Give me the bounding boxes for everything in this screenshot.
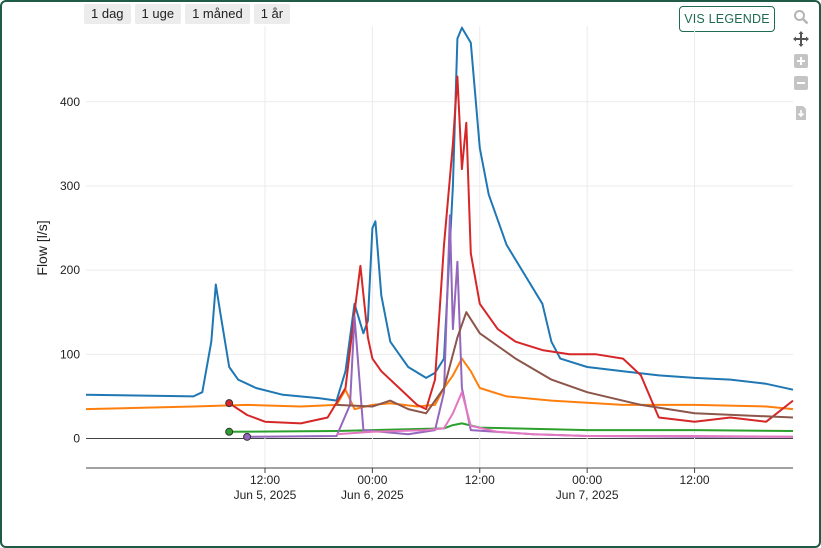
x-tick-label: 12:00	[465, 473, 495, 487]
x-tick-label: 12:00	[680, 473, 710, 487]
series-start-marker	[225, 427, 234, 436]
gridlines	[86, 26, 793, 468]
y-tick-label: 0	[73, 432, 80, 446]
y-tick-label: 100	[60, 347, 80, 361]
y-axis-label: Flow [l/s]	[34, 220, 50, 275]
series-line-5[interactable]	[247, 214, 793, 438]
series-line-3[interactable]	[229, 422, 794, 433]
series-line-2[interactable]	[85, 357, 794, 411]
x-tick-label: 00:00	[572, 473, 602, 487]
show-legend-button[interactable]: VIS LEGENDE	[679, 6, 775, 32]
series-start-marker	[225, 399, 234, 408]
series-line-4[interactable]	[228, 75, 794, 425]
series-start-marker	[243, 432, 252, 441]
y-tick-label: 400	[60, 95, 80, 109]
zoom-in-icon[interactable]	[792, 52, 810, 70]
zoom-out-icon[interactable]	[792, 74, 810, 92]
y-tick-label: 200	[60, 263, 80, 277]
series-group	[85, 26, 794, 441]
series-line-7[interactable]	[336, 391, 794, 438]
x-tick-date-label: Jun 6, 2025	[341, 488, 404, 502]
range-1-week-button[interactable]: 1 uge	[134, 4, 182, 24]
series-line-1[interactable]	[85, 26, 794, 402]
download-icon[interactable]	[792, 104, 810, 122]
x-tick-label: 00:00	[357, 473, 387, 487]
y-tick-label: 300	[60, 179, 80, 193]
pan-icon[interactable]	[792, 30, 810, 48]
series-line-6[interactable]	[336, 311, 794, 419]
zoom-icon[interactable]	[792, 8, 810, 26]
range-1-day-button[interactable]: 1 dag	[84, 4, 131, 24]
x-tick-date-label: Jun 7, 2025	[556, 488, 619, 502]
range-1-year-button[interactable]: 1 år	[253, 4, 291, 24]
range-1-month-button[interactable]: 1 måned	[185, 4, 250, 24]
range-selector: 1 dag 1 uge 1 måned 1 år	[84, 4, 291, 24]
x-tick-label: 12:00	[250, 473, 280, 487]
x-tick-date-label: Jun 5, 2025	[234, 488, 297, 502]
